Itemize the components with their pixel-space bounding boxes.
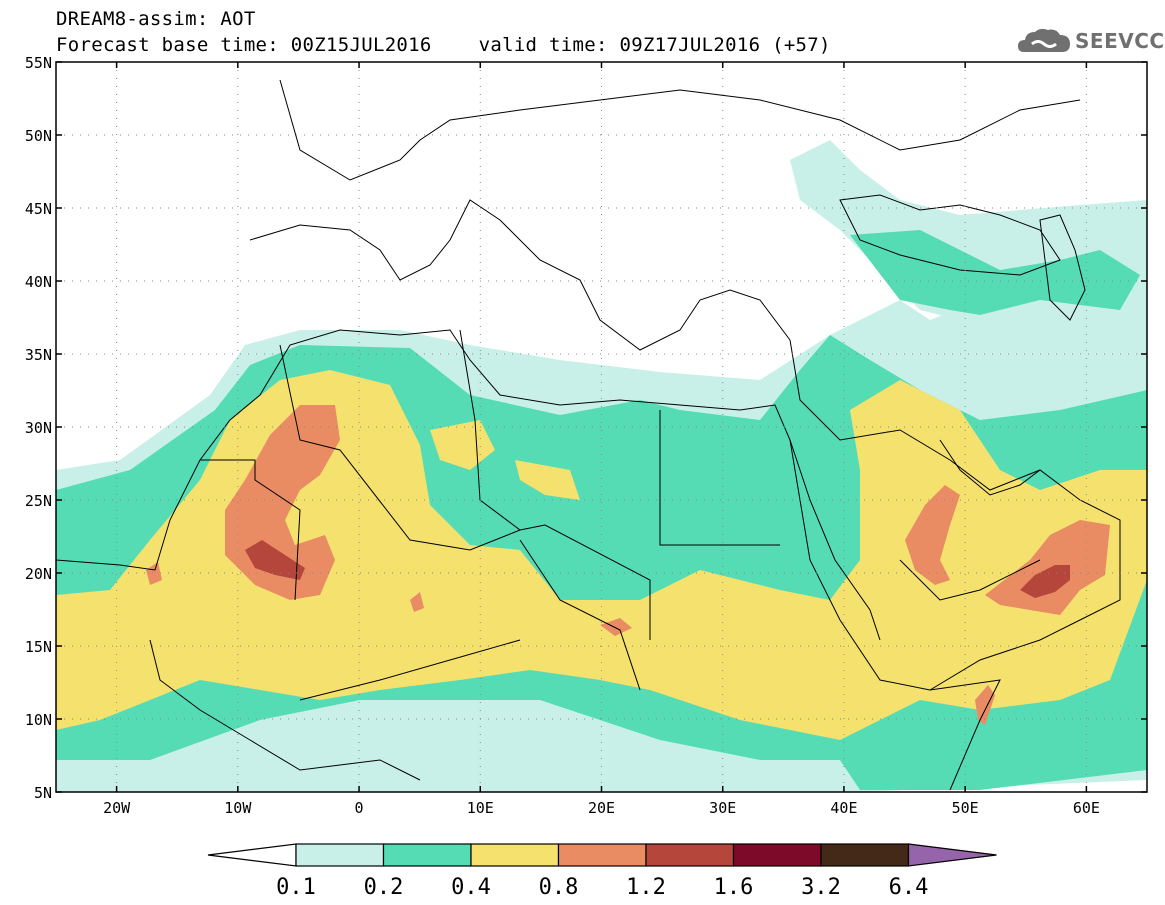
colorbar-label: 1.6 xyxy=(714,875,754,900)
border-6 xyxy=(899,559,1041,601)
lon-label: 30E xyxy=(709,799,736,817)
lat-label: 5N xyxy=(34,784,52,802)
colorbar-label: 0.2 xyxy=(364,875,404,900)
border-1 xyxy=(200,459,301,601)
colorbar-label: 3.2 xyxy=(801,875,841,900)
longitude-labels: 20W 10W 0 10E 20E 30E 40E 50E 60E xyxy=(103,799,1100,817)
aot-band-1.2-mali xyxy=(245,540,305,580)
aot-band-0.4-libya xyxy=(430,420,495,470)
colorbar-label: 6.4 xyxy=(889,875,929,900)
red-sea xyxy=(789,439,881,641)
europe-north xyxy=(279,79,1081,181)
colorbar-segment xyxy=(820,843,910,867)
seevccc-logo: SEEVCCC xyxy=(1018,26,1165,56)
border-4 xyxy=(659,410,780,546)
lat-label: 40N xyxy=(25,273,52,291)
colorbar: 0.1 0.2 0.4 0.8 1.2 1.6 3.2 6.4 xyxy=(207,843,997,900)
lon-label: 20E xyxy=(588,799,615,817)
lat-label: 50N xyxy=(25,127,52,145)
axis-ticks xyxy=(56,61,1147,793)
aot-band-0.4 xyxy=(56,370,1147,740)
map-title: DREAM8-assim: AOT xyxy=(56,8,256,30)
aot-band-0.8-coast xyxy=(146,562,162,585)
forecast-time-line: Forecast base time: 00Z15JUL2016 valid t… xyxy=(56,34,831,56)
lat-label: 55N xyxy=(25,54,52,72)
lat-label: 20N xyxy=(25,565,52,583)
border-5 xyxy=(519,539,641,691)
colorbar-segment xyxy=(470,843,560,867)
colorbar-segment xyxy=(645,843,735,867)
aot-band-1.2-oman xyxy=(1020,565,1070,598)
caspian-sea xyxy=(1039,214,1086,321)
lat-label: 25N xyxy=(25,492,52,510)
lat-label: 30N xyxy=(25,419,52,437)
graticule xyxy=(56,62,1147,792)
border-3 xyxy=(459,329,521,531)
lat-label: 15N xyxy=(25,638,52,656)
aot-band-0.4-egypt xyxy=(515,460,580,500)
aot-band-0.8-mali xyxy=(410,592,424,612)
arabia-coast xyxy=(789,339,1121,691)
border-7 xyxy=(299,639,521,701)
lat-label: 35N xyxy=(25,346,52,364)
latitude-labels: 55N 50N 45N 40N 35N 30N 25N 20N 15N 10N 5N xyxy=(25,54,52,802)
lon-label: 20W xyxy=(103,799,131,817)
colorbar-label: 0.8 xyxy=(539,875,579,900)
lon-label: 50E xyxy=(952,799,979,817)
lat-label: 10N xyxy=(25,711,52,729)
colorbar-high-arrow xyxy=(907,843,997,867)
colorbar-segment xyxy=(732,843,822,867)
lon-label: 40E xyxy=(830,799,857,817)
africa-coast xyxy=(56,329,1001,791)
westafrica-coast xyxy=(149,639,421,781)
colorbar-segment xyxy=(382,843,472,867)
colorbar-label: 1.2 xyxy=(626,875,666,900)
lon-label: 10W xyxy=(224,799,252,817)
aot-band-0.8-oman xyxy=(985,520,1110,615)
cloud-icon xyxy=(1018,28,1070,52)
aot-band-0.8-sudan xyxy=(600,618,632,636)
aot-band-0.8-saudi xyxy=(905,485,960,585)
colorbar-label: 0.4 xyxy=(451,875,491,900)
lon-label: 10E xyxy=(467,799,494,817)
colorbar-segment xyxy=(557,843,647,867)
logo-text: SEEVCCC xyxy=(1075,29,1165,53)
colorbar-low-arrow xyxy=(207,843,297,867)
black-sea xyxy=(839,194,1061,276)
border-2 xyxy=(279,344,651,640)
lat-label: 45N xyxy=(25,200,52,218)
colorbar-segment xyxy=(295,843,385,867)
colorbar-label: 0.1 xyxy=(276,875,316,900)
gulf-coast xyxy=(939,439,1041,496)
coastlines xyxy=(56,79,1121,791)
europe-coast xyxy=(249,199,791,351)
lon-label: 0 xyxy=(355,799,364,817)
lon-label: 60E xyxy=(1073,799,1100,817)
aot-band-0.8-somalia xyxy=(975,685,995,725)
